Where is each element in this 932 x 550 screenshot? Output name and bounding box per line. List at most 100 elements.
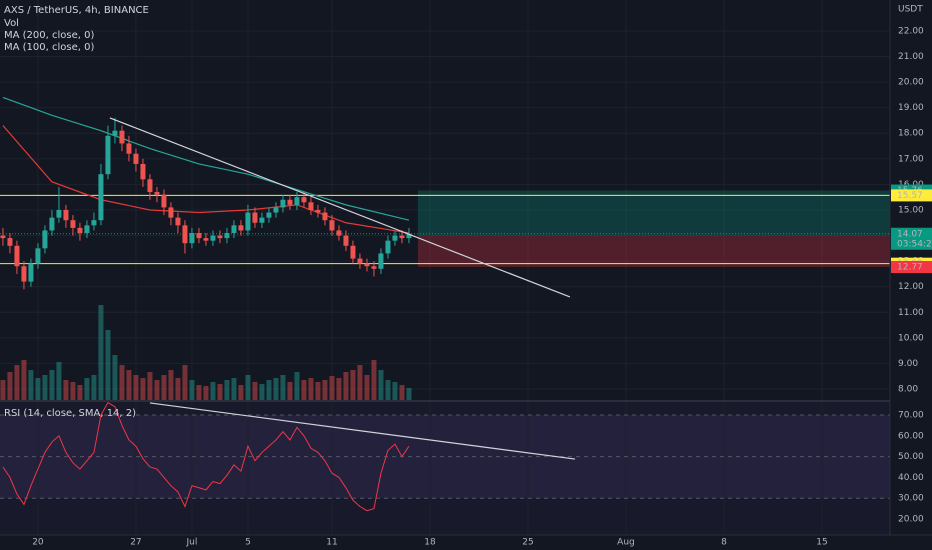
volume-bar xyxy=(392,382,398,400)
y-tick-label: 9.00 xyxy=(898,359,918,369)
rsi-label: RSI (14, close, SMA, 14, 2) xyxy=(4,408,136,419)
candle-body xyxy=(119,130,125,144)
last-price-badge-text: 14.07 xyxy=(897,229,923,239)
volume-bar xyxy=(154,380,160,400)
volume-bar xyxy=(91,375,97,400)
trendline xyxy=(109,117,571,298)
candle-body xyxy=(385,240,391,254)
candle-body xyxy=(0,235,6,239)
volume-bar xyxy=(49,370,55,400)
y-tick-label: 12.00 xyxy=(898,282,924,292)
candle-body xyxy=(315,209,321,213)
y-tick-label: 17.00 xyxy=(898,154,924,164)
candle-body xyxy=(399,235,405,239)
candle-body xyxy=(266,212,272,218)
legend-volume: Vol xyxy=(4,18,19,29)
volume-bar xyxy=(14,365,20,400)
volume-bar xyxy=(140,378,146,400)
position-loss xyxy=(417,235,890,268)
volume-bar xyxy=(133,375,139,400)
candle-body xyxy=(105,135,111,175)
volume-bar xyxy=(21,360,27,400)
volume-bar xyxy=(217,384,223,400)
candle-body xyxy=(231,225,237,233)
candle-body xyxy=(98,174,104,221)
x-tick-label: 20 xyxy=(32,538,44,548)
x-tick-label: 25 xyxy=(522,538,533,548)
candle-body xyxy=(252,212,258,223)
volume-bar xyxy=(63,380,69,400)
candle-body xyxy=(210,235,216,241)
rsi-band xyxy=(0,414,890,499)
volume-bar xyxy=(238,385,244,400)
volume-bar xyxy=(273,378,279,400)
candle-body xyxy=(168,207,174,218)
candle-body xyxy=(322,212,328,221)
level-badge xyxy=(891,189,932,202)
volume-bar xyxy=(343,372,349,400)
x-tick-label: 27 xyxy=(130,538,141,548)
candle-body xyxy=(406,233,412,239)
level-badge-text: 15.57 xyxy=(897,191,923,201)
volume-bar xyxy=(294,372,300,400)
last-price-badge-countdown: 03:54:21 xyxy=(897,239,932,249)
y-tick-label: 19.00 xyxy=(898,103,924,113)
volume-bar xyxy=(84,378,90,400)
volume-bar xyxy=(112,355,118,400)
y-tick-label: 10.00 xyxy=(898,333,924,343)
x-tick-label: 15 xyxy=(816,538,827,548)
candle-body xyxy=(133,153,139,164)
volume-bar xyxy=(210,382,216,400)
rsi-trendline xyxy=(149,402,576,460)
y-tick-label: 15.00 xyxy=(898,205,924,215)
candle-body xyxy=(126,143,132,154)
volume-bar xyxy=(168,370,174,400)
candle-body xyxy=(147,179,153,193)
rsi-line xyxy=(2,401,410,512)
candle-body xyxy=(336,230,342,236)
rsi-tick-label: 70.00 xyxy=(898,410,924,420)
candle-body xyxy=(357,258,363,264)
x-tick-label: Aug xyxy=(617,538,635,548)
candle-body xyxy=(182,225,188,244)
volume-bar xyxy=(35,378,41,400)
candle-body xyxy=(301,197,307,203)
volume-bar xyxy=(7,372,13,400)
x-tick-label: 11 xyxy=(326,538,337,548)
volume-bar xyxy=(245,375,251,400)
position-profit xyxy=(417,190,890,236)
candle-body xyxy=(56,209,62,218)
volume-bar xyxy=(385,380,391,400)
candle-body xyxy=(203,238,209,241)
volume-bar xyxy=(364,375,370,400)
ma-line xyxy=(2,125,410,234)
candle-body xyxy=(189,232,195,244)
last-price-badge xyxy=(891,227,932,250)
volume-bar xyxy=(105,330,111,400)
candle-body xyxy=(364,263,370,267)
volume-bar xyxy=(301,380,307,400)
volume-bar xyxy=(308,378,314,400)
volume-bar xyxy=(336,378,342,400)
candle-body xyxy=(161,194,167,208)
volume-bar xyxy=(56,362,62,400)
candle-body xyxy=(91,220,97,226)
volume-bar xyxy=(70,382,76,400)
candle-body xyxy=(140,163,146,180)
x-tick-label: 18 xyxy=(424,538,436,548)
ma-line xyxy=(2,96,410,221)
candle-body xyxy=(280,199,286,208)
candle-body xyxy=(371,266,377,269)
volume-bar xyxy=(119,365,125,400)
stop-badge xyxy=(891,261,932,274)
volume-bar xyxy=(231,378,237,400)
candle-body xyxy=(84,225,90,233)
plot xyxy=(0,0,890,535)
volume-bar xyxy=(0,380,6,400)
candle-body xyxy=(392,235,398,241)
volume-bar xyxy=(224,380,230,400)
candle-body xyxy=(245,212,251,231)
volume-bar xyxy=(28,370,34,400)
candle-body xyxy=(35,248,41,264)
